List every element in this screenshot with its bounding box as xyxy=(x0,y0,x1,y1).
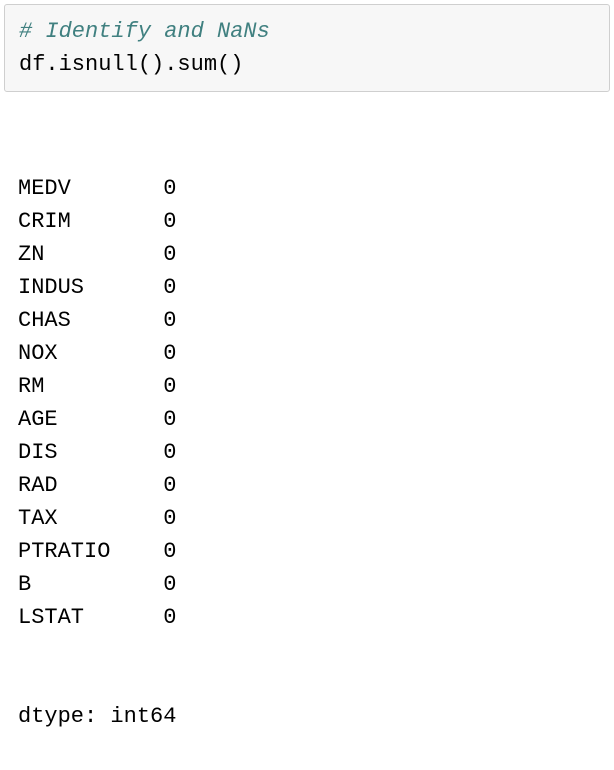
code-output-block: MEDV 0CRIM 0ZN 0INDUS 0CHAS 0NOX 0RM 0AG… xyxy=(4,106,610,766)
code-line: df.isnull().sum() xyxy=(19,48,595,81)
output-row: B 0 xyxy=(18,568,610,601)
output-rows-container: MEDV 0CRIM 0ZN 0INDUS 0CHAS 0NOX 0RM 0AG… xyxy=(18,172,610,634)
code-comment: # Identify and NaNs xyxy=(19,15,595,48)
output-row: PTRATIO 0 xyxy=(18,535,610,568)
output-row: RAD 0 xyxy=(18,469,610,502)
output-row: TAX 0 xyxy=(18,502,610,535)
output-dtype: dtype: int64 xyxy=(18,700,610,733)
output-row: LSTAT 0 xyxy=(18,601,610,634)
output-row: ZN 0 xyxy=(18,238,610,271)
output-row: MEDV 0 xyxy=(18,172,610,205)
output-row: DIS 0 xyxy=(18,436,610,469)
output-row: NOX 0 xyxy=(18,337,610,370)
output-row: CRIM 0 xyxy=(18,205,610,238)
output-row: AGE 0 xyxy=(18,403,610,436)
code-input-cell[interactable]: # Identify and NaNs df.isnull().sum() xyxy=(4,4,610,92)
output-row: INDUS 0 xyxy=(18,271,610,304)
output-row: RM 0 xyxy=(18,370,610,403)
output-row: CHAS 0 xyxy=(18,304,610,337)
